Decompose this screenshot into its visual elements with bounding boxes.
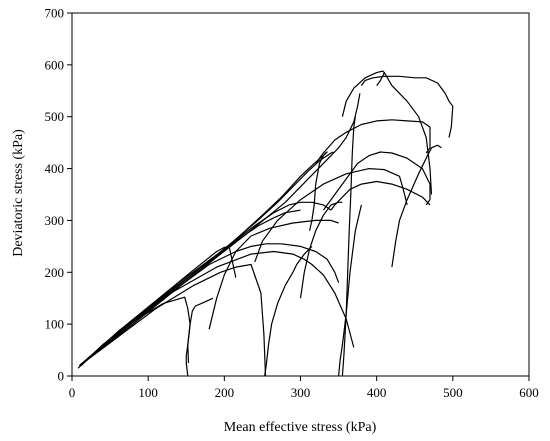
stress-path-line-24: [383, 72, 433, 195]
y-tick-label: 200: [45, 265, 65, 280]
y-tick-label: 400: [45, 161, 65, 176]
y-tick-label: 100: [45, 317, 65, 332]
x-tick-label: 600: [519, 385, 539, 400]
stress-path-line-4: [79, 250, 355, 367]
y-tick-label: 700: [45, 6, 65, 21]
stress-path-line-11: [79, 201, 332, 367]
stress-path-line-16: [338, 116, 356, 377]
stress-path-line-10: [299, 201, 343, 299]
x-tick-label: 0: [69, 385, 76, 400]
x-tick-label: 400: [367, 385, 387, 400]
x-tick-label: 500: [443, 385, 463, 400]
x-axis-title: Mean effective stress (kPa): [224, 420, 377, 435]
plot-frame: [71, 12, 530, 377]
stress-path-line-21: [341, 70, 385, 117]
stress-path-line-1: [77, 296, 191, 369]
stress-path-line-18: [254, 168, 408, 263]
y-tick-label: 600: [45, 57, 65, 72]
stress-path-line-2: [185, 297, 214, 377]
x-tick-label: 200: [215, 385, 235, 400]
y-axis-title: Deviatoric stress (kPa): [11, 129, 26, 257]
stress-path-line-17: [322, 151, 431, 211]
stress-path-line-14: [330, 180, 431, 211]
x-tick-label: 100: [138, 385, 158, 400]
y-tick-label: 300: [45, 213, 65, 228]
stress-path-line-3: [79, 263, 267, 377]
stress-path-line-8: [208, 219, 339, 330]
stress-path-line-22: [315, 119, 431, 164]
stress-path-line-19: [391, 144, 442, 268]
stress-path-line-20: [79, 93, 361, 367]
stress-path-line-13: [79, 151, 328, 367]
stress-path-line-6: [264, 245, 313, 377]
stress-path-line-15: [341, 204, 362, 377]
x-axis: 0 100 200 300 400 500 600: [69, 376, 539, 400]
stress-path-line-23: [360, 75, 454, 138]
stress-path-line-12: [79, 151, 334, 367]
y-axis: 0 100 200 300 400 500 600 700: [45, 6, 72, 384]
stress-path-line-5: [79, 243, 340, 367]
y-tick-label: 0: [58, 369, 65, 384]
y-tick-label: 500: [45, 109, 65, 124]
plot-lines: [77, 70, 454, 377]
x-tick-label: 300: [291, 385, 311, 400]
